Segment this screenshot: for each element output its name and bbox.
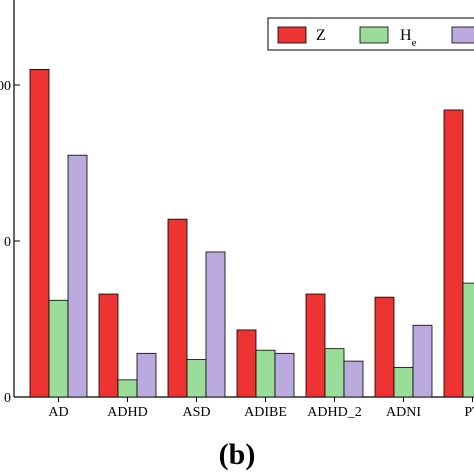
- x-tick-label: ASD: [182, 405, 210, 420]
- x-tick-label: PT: [464, 405, 474, 420]
- y-tick-label: 00: [0, 79, 11, 94]
- x-tick-label: AD: [48, 405, 68, 420]
- bar-asd-series-2: [187, 360, 206, 397]
- bar-adni-series-2: [394, 367, 413, 397]
- x-tick-label: ADNI: [386, 405, 421, 420]
- bar-adni-series-3: [413, 325, 432, 397]
- bar-adibe-series-3: [275, 353, 294, 397]
- legend: Z He: [268, 18, 474, 50]
- x-tick-label: ADHD: [107, 405, 147, 420]
- legend-label-z: Z: [316, 27, 326, 44]
- bar-adibe-series-2: [256, 350, 275, 397]
- x-ticks: AD ADHD ASD ADIBE ADHD_2 ADNI PT: [48, 397, 474, 420]
- bar-adhd-series-3: [137, 353, 156, 397]
- bar-adhd-2-series-2: [325, 349, 344, 397]
- bar-pt-series-2: [463, 283, 474, 397]
- x-tick-label: ADIBE: [244, 405, 287, 420]
- bar-ad-series-1: [30, 69, 49, 397]
- bar-adibe-series-1: [237, 330, 256, 397]
- bar-adhd-series-1: [99, 294, 118, 397]
- bar-adhd-series-2: [118, 380, 137, 397]
- bar-ad-series-3: [68, 155, 87, 397]
- x-tick-label: ADHD_2: [307, 405, 361, 420]
- bar-asd-series-1: [168, 219, 187, 397]
- bar-pt-series-1: [444, 110, 463, 397]
- legend-swatch-series-3: [452, 27, 474, 43]
- legend-swatch-z: [278, 27, 306, 43]
- y-tick-label: 0: [4, 391, 11, 406]
- bars: [30, 69, 474, 397]
- bar-adni-series-1: [375, 297, 394, 397]
- bar-asd-series-3: [206, 252, 225, 397]
- y-tick-label: 0: [4, 235, 11, 250]
- bar-adhd-2-series-1: [306, 294, 325, 397]
- bar-ad-series-2: [49, 300, 68, 397]
- panel-label: (b): [219, 438, 256, 471]
- legend-swatch-he: [360, 27, 388, 43]
- bar-adhd-2-series-3: [344, 361, 363, 397]
